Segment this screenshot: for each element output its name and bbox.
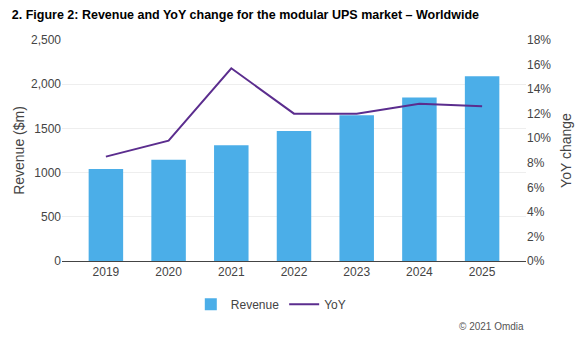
svg-text:18%: 18% bbox=[527, 33, 551, 47]
svg-text:0: 0 bbox=[54, 254, 61, 268]
svg-text:10%: 10% bbox=[527, 131, 551, 145]
svg-text:2020: 2020 bbox=[155, 265, 182, 279]
svg-text:© 2021 Omdia: © 2021 Omdia bbox=[459, 321, 524, 332]
svg-text:Revenue: Revenue bbox=[231, 298, 279, 312]
svg-text:6%: 6% bbox=[527, 181, 545, 195]
svg-text:YoY change: YoY change bbox=[558, 113, 574, 188]
svg-text:500: 500 bbox=[41, 210, 61, 224]
svg-text:Revenue ($m): Revenue ($m) bbox=[11, 106, 27, 195]
svg-text:YoY: YoY bbox=[324, 298, 346, 312]
svg-text:0%: 0% bbox=[527, 254, 545, 268]
svg-text:2024: 2024 bbox=[406, 265, 433, 279]
svg-text:2019: 2019 bbox=[93, 265, 120, 279]
svg-text:16%: 16% bbox=[527, 58, 551, 72]
svg-text:2%: 2% bbox=[527, 230, 545, 244]
svg-text:12%: 12% bbox=[527, 107, 551, 121]
svg-text:8%: 8% bbox=[527, 156, 545, 170]
svg-text:1500: 1500 bbox=[34, 122, 61, 136]
svg-text:2,500: 2,500 bbox=[31, 33, 61, 47]
svg-text:4%: 4% bbox=[527, 205, 545, 219]
svg-text:14%: 14% bbox=[527, 82, 551, 96]
svg-text:1000: 1000 bbox=[34, 166, 61, 180]
svg-text:2025: 2025 bbox=[469, 265, 496, 279]
svg-text:2022: 2022 bbox=[281, 265, 308, 279]
svg-text:2,000: 2,000 bbox=[31, 77, 61, 91]
svg-text:2021: 2021 bbox=[218, 265, 245, 279]
svg-text:2. Figure 2: Revenue and YoY c: 2. Figure 2: Revenue and YoY change for … bbox=[12, 8, 479, 22]
svg-text:2023: 2023 bbox=[343, 265, 370, 279]
